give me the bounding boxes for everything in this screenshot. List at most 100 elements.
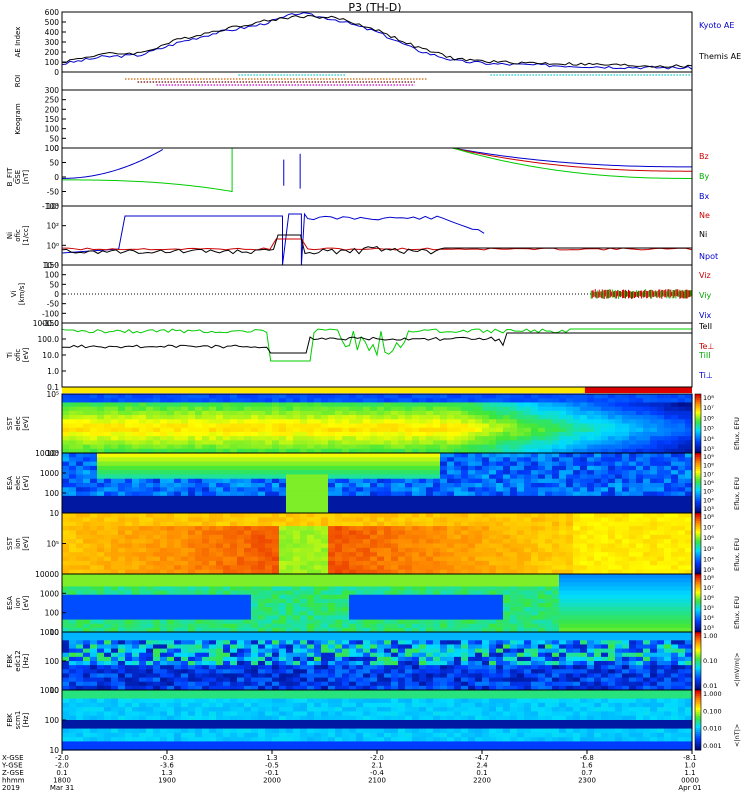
legend-ti-perp: Ti⊥: [699, 371, 713, 380]
y-tick-label: 50: [49, 280, 59, 289]
footer-value: 0.7: [581, 769, 592, 777]
panel-frame: [61, 205, 693, 266]
y-tick-label: 10: [49, 746, 59, 755]
footer-value: 2000: [263, 777, 281, 785]
colorbar: [694, 689, 702, 751]
panel-frame: [61, 89, 693, 149]
colorbar-tick-label: 10⁵: [703, 488, 714, 496]
y-tick-label: 10⁰: [46, 241, 59, 250]
colorbar-tick-label: 10⁴: [703, 435, 714, 443]
y-tick-label: 10⁴: [46, 202, 59, 211]
legend-tiii: TiII: [699, 351, 711, 360]
footer-value: -6.8: [580, 754, 594, 762]
y-tick-label: 100: [45, 489, 60, 498]
legend-viz: Viz: [699, 271, 711, 280]
ni-line: [61, 234, 692, 255]
colorbar-tick-label: 10⁷: [703, 584, 714, 592]
colorbar-tick-label: 0.001: [703, 742, 722, 750]
status-bar-red: [584, 387, 692, 393]
colorbar-tick-label: 10³: [703, 566, 714, 574]
y-tick-label: 1000: [40, 686, 59, 695]
y-tick-label: 0: [54, 68, 59, 77]
colorbar-tick-label: 1.00: [703, 632, 717, 640]
y-axis-label: ESA elec [eV]: [6, 475, 30, 490]
y-tick-label: 200: [45, 48, 60, 57]
colorbar-tick-label: 10⁵: [703, 545, 714, 553]
legend-teii: TeII: [699, 322, 713, 331]
colorbar: [694, 573, 702, 633]
footer-value: -2.0: [55, 754, 69, 762]
y-tick-label: 50: [49, 134, 59, 143]
footer-value: -3.6: [160, 762, 174, 770]
footer-row-label: hhmm: [2, 777, 25, 785]
footer-value: 1.3: [161, 769, 172, 777]
footer-value: 1900: [158, 777, 176, 785]
footer-row-label: X-GSE: [2, 754, 24, 762]
footer-value: 2100: [368, 777, 386, 785]
by-line-left: [61, 148, 233, 193]
y-tick-label: 10⁴: [46, 449, 59, 458]
colorbar-tick-label: 10⁶: [703, 534, 714, 542]
y-tick-label: -100: [42, 202, 59, 211]
y-tick-label: 0.1: [47, 383, 59, 392]
y-tick-label: 100: [45, 125, 60, 134]
footer-value: -0.5: [265, 762, 279, 770]
colorbar-title: Eflux, EFU: [733, 538, 741, 571]
y-tick-label: 100.0: [38, 335, 60, 344]
colorbar-tick-label: 0.010: [703, 725, 722, 733]
y-tick-label: 100: [45, 144, 60, 153]
footer-value: -0.1: [265, 769, 279, 777]
y-tick-label: 10: [49, 509, 59, 518]
footer-value: -0.3: [160, 754, 174, 762]
footer-row-label: 2019: [2, 784, 20, 792]
colorbar-title: <|mV/m|>: [733, 652, 741, 687]
y-tick-label: 300: [45, 86, 60, 95]
colorbar: [694, 512, 702, 575]
y-axis-label: SST ion [eV]: [6, 536, 30, 551]
footer-value: 1800: [53, 777, 71, 785]
y-tick-label: 10²: [46, 222, 59, 231]
footer-value: 1.6: [581, 762, 593, 770]
footer-value: 0.1: [56, 769, 67, 777]
legend-kyoto-ae: Kyoto AE: [699, 21, 735, 30]
colorbar-title: Eflux, EFU: [733, 417, 741, 450]
bx-line-left: [61, 149, 164, 179]
footer-value: 1.0: [684, 762, 695, 770]
colorbar-tick-label: 10⁴: [703, 614, 714, 622]
footer-value: -8.1: [683, 754, 697, 762]
colorbar-tick-label: 10⁷: [703, 404, 714, 412]
y-tick-label: -100: [42, 309, 59, 318]
footer-value: -4.7: [475, 754, 489, 762]
colorbar: [694, 452, 702, 514]
y-tick-label: 400: [45, 28, 60, 37]
colorbar-tick-label: 10⁴: [703, 555, 714, 563]
colorbar-tick-label: 10⁸: [703, 462, 714, 470]
footer-value: -0.4: [370, 769, 384, 777]
y-axis-label: Ti ofic [eV]: [6, 347, 30, 362]
y-tick-label: 100: [45, 657, 60, 666]
y-tick-label: 10.0: [42, 351, 59, 360]
y-tick-label: 200: [45, 105, 60, 114]
colorbar-tick-label: 0.100: [703, 707, 722, 715]
y-tick-label: 1.0: [47, 367, 59, 376]
colorbar-tick-label: 10⁷: [703, 524, 714, 532]
footer-value: -2.0: [370, 754, 384, 762]
footer-value: 2.1: [371, 762, 382, 770]
y-axis-label: Vi [km/s]: [10, 283, 26, 306]
y-tick-label: 10⁻¹: [42, 261, 59, 270]
esa-elec-spectrogram: [62, 453, 693, 514]
legend-themis-ae: Themis AE: [699, 52, 742, 61]
legend-viy: Viy: [699, 291, 712, 300]
y-tick-label: 100: [45, 716, 60, 725]
b-line-right: [452, 147, 693, 168]
colorbar-tick-label: 10³: [703, 505, 714, 513]
y-tick-label: 1000: [40, 469, 59, 478]
colorbar-tick-label: 10⁷: [703, 470, 714, 478]
ae-line-kyoto: [61, 12, 693, 70]
footer-value: Apr 01: [678, 784, 701, 792]
panel-frame: [61, 11, 693, 73]
y-tick-label: 10⁵: [46, 390, 59, 399]
colorbar-tick-label: 10³: [703, 445, 714, 453]
legend-npot: Npot: [699, 252, 719, 261]
